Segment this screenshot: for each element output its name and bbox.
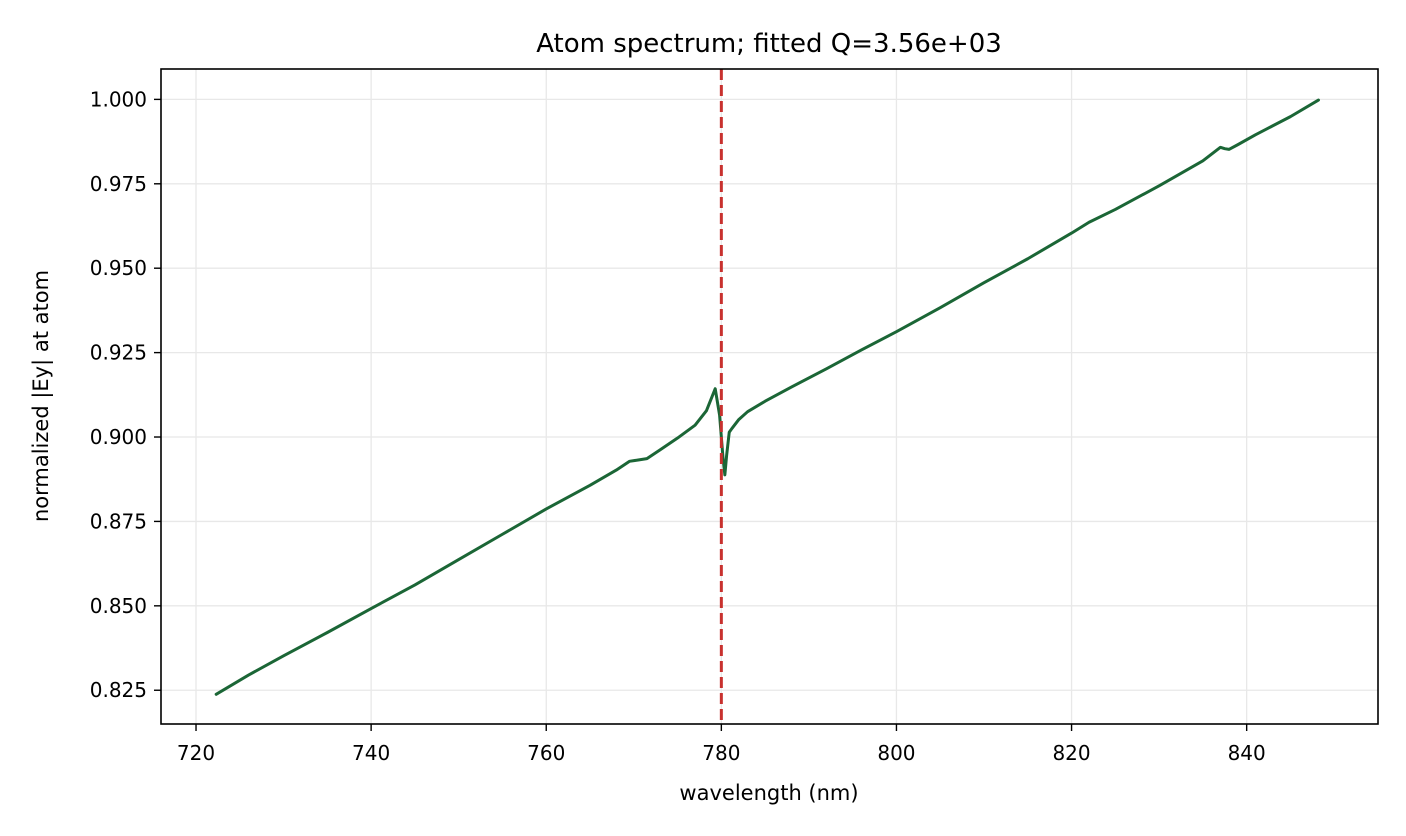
y-tick-label: 0.925	[90, 341, 147, 365]
axis-ticks: 720 740 760 780 800 820 840 0.825 0.850 0.875 0.90…	[90, 87, 1266, 765]
x-axis-label: wavelength (nm)	[679, 781, 858, 805]
x-tick-label: 820	[1052, 741, 1090, 765]
x-tick-label: 800	[877, 741, 915, 765]
y-tick-label: 0.975	[90, 172, 147, 196]
y-tick-label: 0.825	[90, 678, 147, 702]
x-tick-label: 740	[352, 741, 390, 765]
grid-lines	[161, 69, 1378, 724]
y-tick-label: 0.950	[90, 256, 147, 280]
x-tick-label: 780	[702, 741, 740, 765]
y-tick-label: 1.000	[90, 87, 147, 111]
y-tick-label: 0.875	[90, 509, 147, 533]
y-tick-label: 0.900	[90, 425, 147, 449]
x-tick-label: 720	[177, 741, 215, 765]
plot-area	[214, 69, 1320, 724]
axes-frame	[160, 68, 1379, 725]
y-tick-label: 0.850	[90, 594, 147, 618]
chart-title: Atom spectrum; fitted Q=3.56e+03	[536, 29, 1002, 59]
x-tick-label: 760	[527, 741, 565, 765]
y-axis-label: normalized |Ey| at atom	[29, 270, 54, 522]
x-tick-label: 840	[1228, 741, 1266, 765]
spectrum-series-line	[214, 98, 1320, 696]
